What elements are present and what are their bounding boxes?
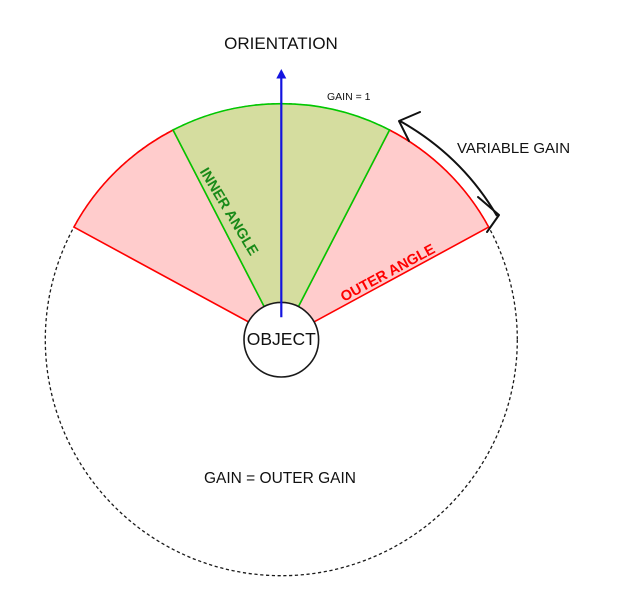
- svg-text:VARIABLE GAIN: VARIABLE GAIN: [457, 140, 570, 157]
- svg-text:GAIN = 1: GAIN = 1: [327, 91, 371, 103]
- svg-text:OBJECT: OBJECT: [247, 329, 316, 349]
- svg-text:GAIN = OUTER GAIN: GAIN = OUTER GAIN: [204, 470, 356, 487]
- svg-text:ORIENTATION: ORIENTATION: [224, 34, 338, 53]
